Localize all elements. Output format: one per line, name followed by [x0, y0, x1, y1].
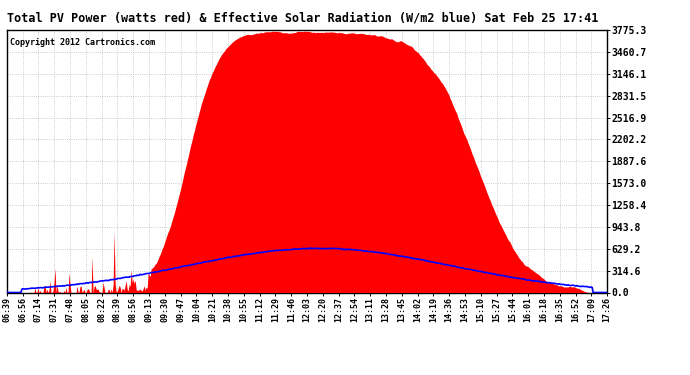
Text: Copyright 2012 Cartronics.com: Copyright 2012 Cartronics.com	[10, 38, 155, 47]
Text: Total PV Power (watts red) & Effective Solar Radiation (W/m2 blue) Sat Feb 25 17: Total PV Power (watts red) & Effective S…	[7, 11, 598, 24]
